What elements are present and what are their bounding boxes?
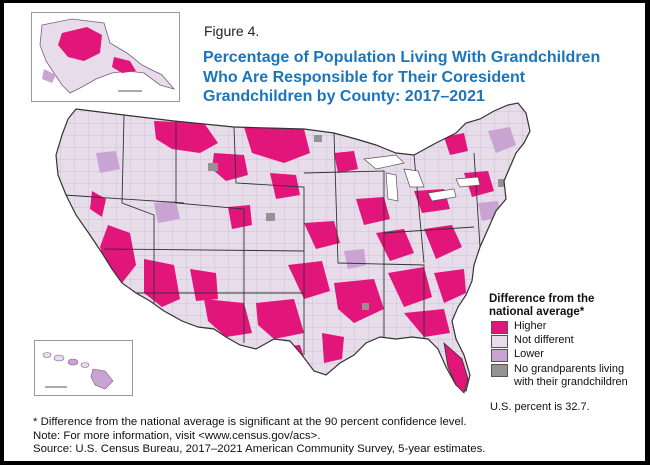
title-line: Who Are Responsible for Their Coresident xyxy=(203,68,526,86)
figure-frame: Figure 4. Percentage of Population Livin… xyxy=(4,3,645,461)
alaska-inset xyxy=(31,12,180,102)
alaska-lower-region xyxy=(42,69,56,83)
legend-title-line: Difference from the xyxy=(489,293,595,305)
no-grandparents-swatch xyxy=(491,364,508,377)
legend-label: No grandparents living xyxy=(514,363,625,375)
legend-label-line2: with their grandchildren xyxy=(514,376,628,388)
title-line: Grandchildren by County: 2017–2021 xyxy=(203,88,485,105)
state-boundaries xyxy=(63,114,481,355)
footnotes: * Difference from the national average i… xyxy=(33,416,485,457)
legend-title-line: national average* xyxy=(489,306,585,318)
alaska-map xyxy=(39,18,176,94)
no-grandparents-regions xyxy=(208,135,506,310)
florida-shape xyxy=(443,341,469,394)
title-line: Percentage of Population Living With Gra… xyxy=(203,49,601,66)
alaska-higher-region xyxy=(58,27,102,61)
legend-label: Lower xyxy=(514,348,544,360)
info-note: Note: For more information, visit <www.c… xyxy=(33,429,321,442)
not-different-swatch xyxy=(491,335,508,348)
source-note: Source: U.S. Census Bureau, 2017–2021 Am… xyxy=(33,443,486,456)
us-county-map xyxy=(55,102,531,394)
hawaii-inset xyxy=(34,340,133,396)
us-percent-note: U.S. percent is 32.7. xyxy=(490,401,590,413)
legend-label: Not different xyxy=(514,334,574,346)
higher-swatch xyxy=(491,321,508,334)
significance-note: * Difference from the national average i… xyxy=(33,416,467,428)
legend-title: Difference from the national average* xyxy=(489,293,594,319)
legend-label: Higher xyxy=(514,320,547,332)
lower-swatch xyxy=(491,349,508,362)
figure-label: Figure 4. xyxy=(204,23,260,39)
map-title: Percentage of Population Living With Gra… xyxy=(203,48,633,107)
county-fill-layer xyxy=(56,103,530,391)
hawaii-map xyxy=(42,352,114,390)
great-lakes xyxy=(363,154,481,202)
alaska-higher-region xyxy=(112,57,136,73)
